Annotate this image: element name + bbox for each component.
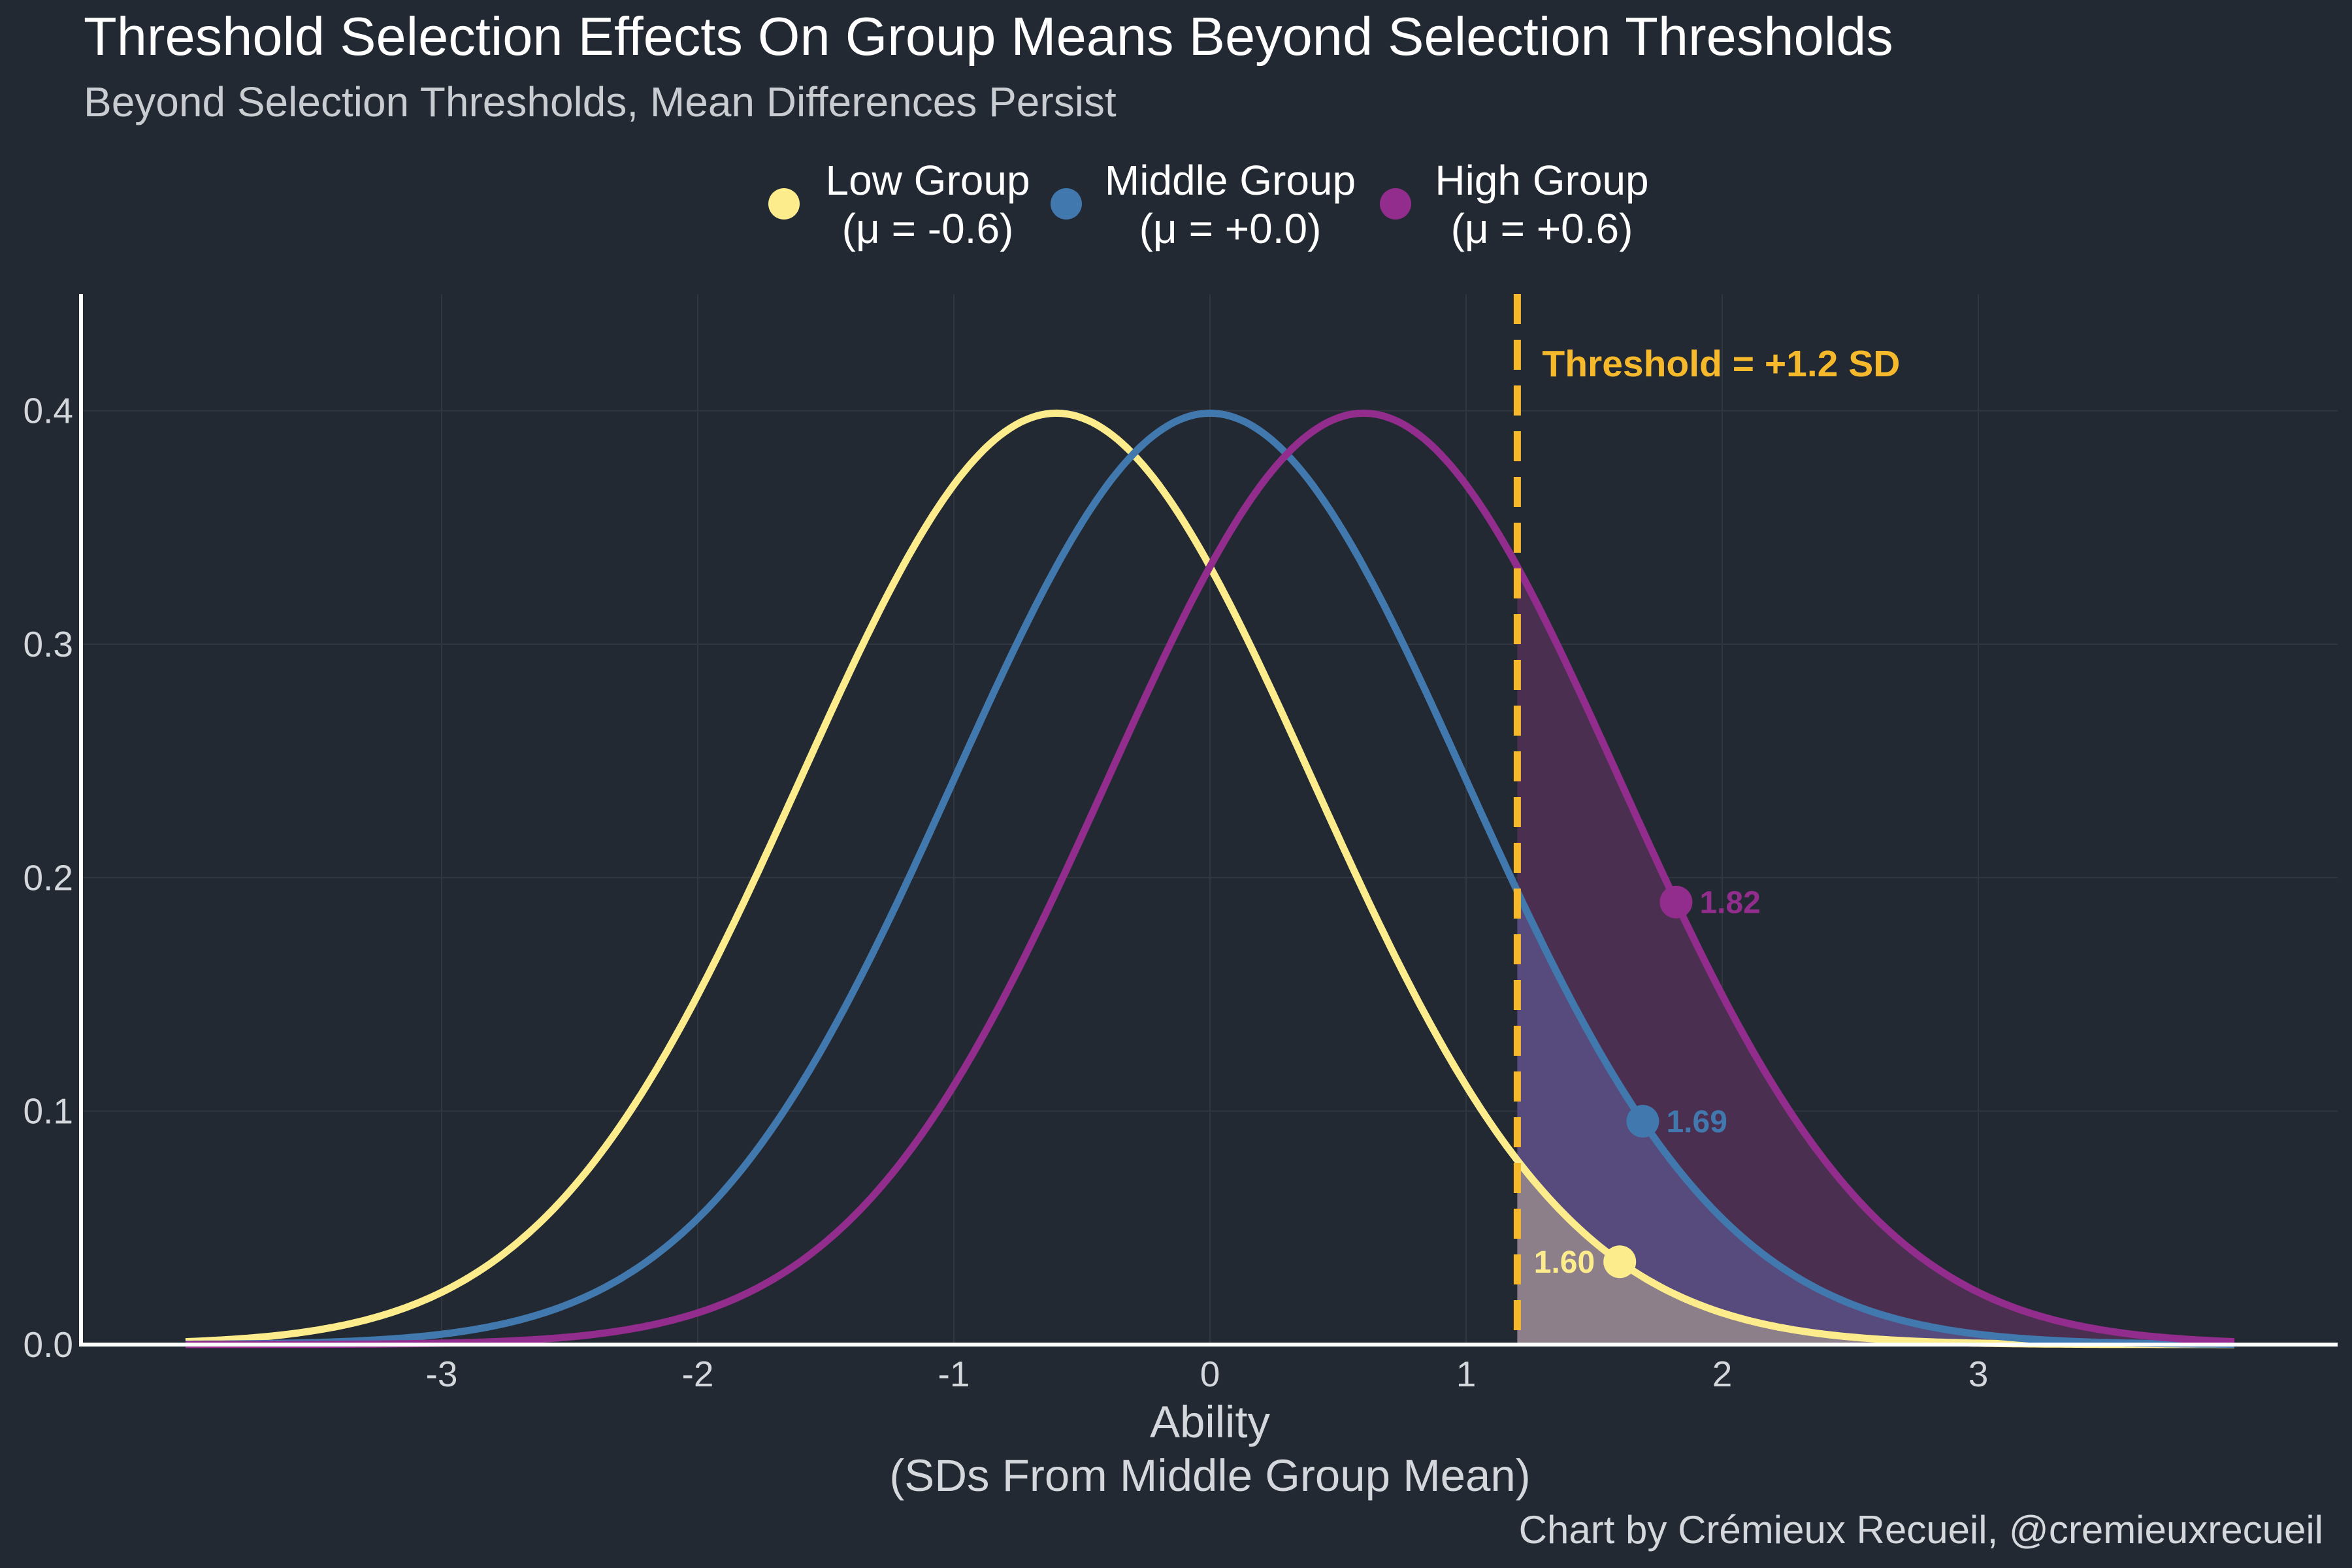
curve-high-group <box>186 409 2235 1348</box>
y-tick-label: 0.3 <box>24 624 73 664</box>
x-tick-label: 0 <box>1200 1354 1220 1394</box>
legend-label-high: High Group <box>1435 157 1648 204</box>
x-axis-title: Ability <box>1150 1397 1271 1447</box>
x-axis-subtitle: (SDs From Middle Group Mean) <box>889 1450 1531 1501</box>
chart-caption: Chart by Crémieux Recueil, @cremieuxrecu… <box>1519 1508 2323 1552</box>
threshold-fill-middle-group <box>1517 891 2234 1345</box>
legend-marker-high <box>1380 188 1411 220</box>
legend-label-middle: Middle Group <box>1105 157 1356 204</box>
threshold-label: Threshold = +1.2 SD <box>1542 343 1900 385</box>
x-tick-label: -1 <box>938 1354 970 1394</box>
legend-label-low: Low Group <box>825 157 1030 204</box>
y-tick-label: 0.2 <box>24 857 73 898</box>
y-tick-label: 0.0 <box>24 1324 73 1365</box>
mean-point-middle-group <box>1626 1105 1659 1138</box>
legend-marker-low <box>768 188 800 220</box>
legend-sublabel-middle: (μ = +0.0) <box>1139 205 1322 252</box>
x-tick-label: -3 <box>426 1354 458 1394</box>
threshold-marker: Threshold = +1.2 SD <box>1513 294 1900 1345</box>
legend: Low Group (μ = -0.6) Middle Group (μ = +… <box>768 157 1649 252</box>
mean-point-high-group <box>1659 885 1693 919</box>
mean-label-low-group: 1.60 <box>1534 1245 1595 1280</box>
axes: -3 -2 -1 0 1 2 3 0.0 0.1 0.2 0.3 0.4 <box>24 294 2338 1394</box>
threshold-fills <box>1517 566 2234 1345</box>
threshold-fill-high-group <box>1517 566 2234 1345</box>
y-tick-label: 0.4 <box>24 391 73 431</box>
mean-label-middle-group: 1.69 <box>1666 1105 1727 1139</box>
legend-marker-middle <box>1051 188 1082 220</box>
density-curves <box>185 409 2235 1348</box>
x-tick-label: 1 <box>1456 1354 1477 1394</box>
chart-title: Threshold Selection Effects On Group Mea… <box>84 6 1893 67</box>
mean-points: 1.60 1.69 1.82 <box>1534 885 1761 1280</box>
x-tick-label: 3 <box>1968 1354 1989 1394</box>
legend-sublabel-high: (μ = +0.6) <box>1451 205 1633 252</box>
x-tick-label: 2 <box>1712 1354 1733 1394</box>
threshold-fill-low-group <box>1517 1160 2234 1345</box>
y-tick-label: 0.1 <box>24 1091 73 1132</box>
legend-sublabel-low: (μ = -0.6) <box>842 205 1014 252</box>
grid <box>81 294 2338 1345</box>
chart-subtitle: Beyond Selection Thresholds, Mean Differ… <box>84 78 1117 125</box>
mean-label-high-group: 1.82 <box>1699 886 1760 921</box>
curve-middle-group <box>186 409 2234 1348</box>
x-tick-label: -2 <box>682 1354 714 1394</box>
mean-point-low-group <box>1603 1245 1637 1279</box>
